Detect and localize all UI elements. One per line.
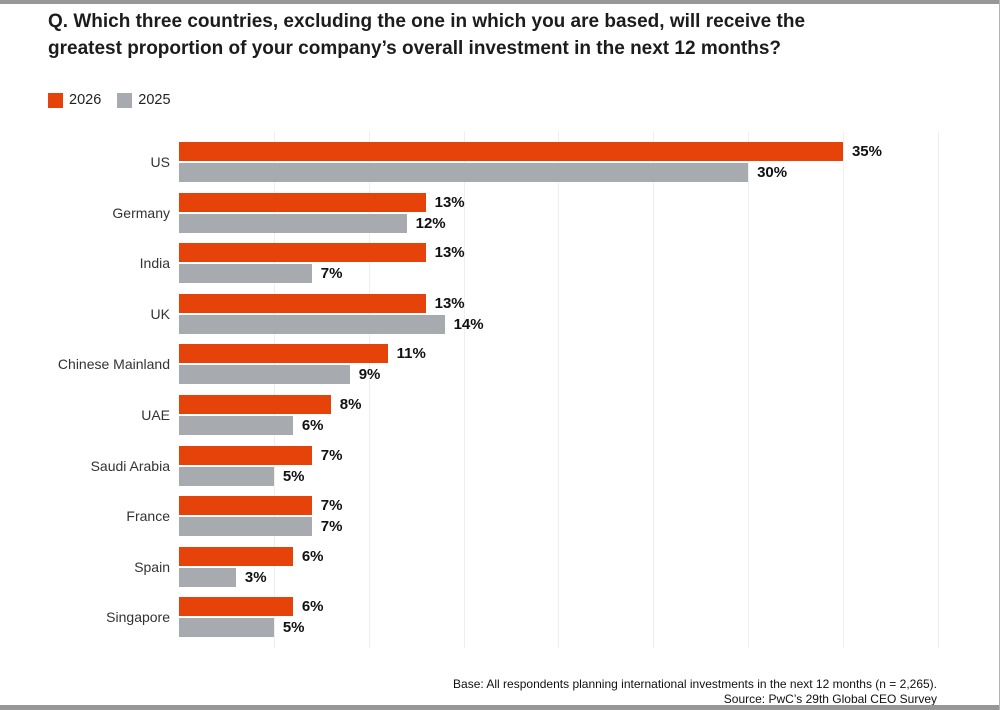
value-label-2026-saudi-arabia: 7% <box>320 446 343 464</box>
chart-footnotes: Base: All respondents planning internati… <box>453 677 937 707</box>
value-label-2025-saudi-arabia: 5% <box>282 467 305 485</box>
value-label-2025-india: 7% <box>320 265 343 283</box>
bar-2025-india <box>179 264 312 284</box>
bar-2026-india <box>179 243 426 263</box>
bar-2026-saudi-arabia <box>179 445 312 465</box>
category-label-saudi-arabia: Saudi Arabia <box>90 457 170 474</box>
bar-2026-spain <box>179 546 293 566</box>
value-label-2025-france: 7% <box>320 518 343 536</box>
legend-item-2025: 2025 <box>117 92 171 108</box>
value-label-2025-germany: 12% <box>415 214 446 232</box>
category-label-us: US <box>150 154 170 170</box>
legend-swatch-2026-icon <box>48 92 63 108</box>
chart-legend: 2026 2025 <box>48 92 171 108</box>
value-label-2026-chinese-mainland: 11% <box>396 345 426 363</box>
bar-2026-uae <box>179 395 331 414</box>
category-label-uk: UK <box>150 305 170 322</box>
category-label-singapore: Singapore <box>106 609 170 626</box>
category-label-germany: Germany <box>112 204 170 221</box>
value-label-2025-uae: 6% <box>301 417 324 434</box>
bar-2025-uk <box>179 314 445 334</box>
bar-2026-france <box>179 496 312 516</box>
bar-2025-singapore <box>179 618 274 638</box>
bar-2025-us <box>179 163 749 182</box>
chart-question-title: Q. Which three countries, excluding the … <box>48 11 806 59</box>
legend-label-2025: 2025 <box>138 92 171 108</box>
bar-2026-singapore <box>179 597 293 617</box>
category-label-chinese-mainland: Chinese Mainland <box>57 356 170 373</box>
bar-2025-germany <box>179 213 407 233</box>
bar-2025-chinese-mainland <box>179 365 350 385</box>
source-note: Source: PwC’s 29th Global CEO Survey <box>723 692 937 706</box>
gridline-10pct <box>368 131 370 648</box>
category-label-france: France <box>126 508 170 525</box>
gridline-40pct <box>937 131 939 648</box>
value-label-2025-singapore: 5% <box>282 619 305 637</box>
value-label-2025-uk: 14% <box>453 315 484 333</box>
base-note: Base: All respondents planning internati… <box>453 677 937 691</box>
bar-2026-germany <box>179 192 426 212</box>
bar-2025-saudi-arabia <box>179 466 274 486</box>
bottom-border-band <box>0 705 999 710</box>
gridline-15pct <box>463 131 465 648</box>
bar-2025-france <box>179 517 312 537</box>
value-label-2026-uk: 13% <box>434 294 465 312</box>
value-label-2026-uae: 8% <box>339 396 362 413</box>
top-border-band <box>0 0 999 4</box>
category-label-india: India <box>139 255 170 272</box>
bar-2026-uk <box>179 293 426 313</box>
bar-2025-uae <box>179 416 293 435</box>
value-label-2025-chinese-mainland: 9% <box>358 366 381 384</box>
value-label-2026-india: 13% <box>434 244 465 262</box>
category-label-spain: Spain <box>134 558 170 575</box>
legend-swatch-2025-icon <box>117 92 133 108</box>
value-label-2026-singapore: 6% <box>301 598 324 616</box>
gridline-35pct <box>842 131 844 648</box>
legend-item-2026: 2026 <box>48 92 101 108</box>
gridline-5pct <box>273 131 275 648</box>
value-label-2026-germany: 13% <box>434 193 465 211</box>
gridline-20pct <box>558 131 560 648</box>
gridline-25pct <box>653 131 655 648</box>
bar-2026-chinese-mainland <box>179 344 388 364</box>
value-label-2025-us: 30% <box>757 164 788 181</box>
category-label-uae: UAE <box>141 407 170 423</box>
bar-2026-us <box>179 142 843 161</box>
value-label-2026-france: 7% <box>320 497 343 515</box>
gridline-30pct <box>748 131 750 648</box>
value-label-2025-spain: 3% <box>244 568 267 586</box>
value-label-2026-us: 35% <box>851 143 882 160</box>
bar-2025-spain <box>179 567 236 587</box>
value-label-2026-spain: 6% <box>301 547 324 565</box>
legend-label-2026: 2026 <box>69 92 102 108</box>
